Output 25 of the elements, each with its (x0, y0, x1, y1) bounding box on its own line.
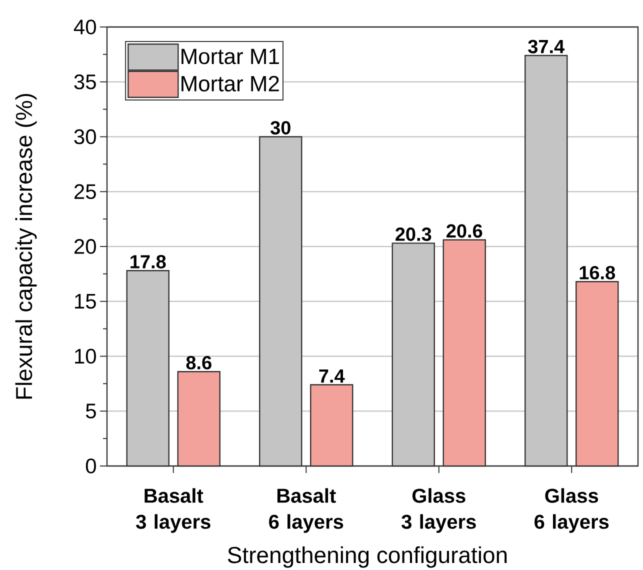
data-label: 20.6 (446, 224, 482, 238)
y-tick-label: 35 (74, 74, 96, 90)
data-label: 7.4 (319, 370, 345, 383)
data-label: 20.3 (396, 228, 432, 242)
y-tick-label: 10 (75, 348, 96, 364)
x-axis-title: Strengthening configuration (228, 546, 507, 568)
y-tick-label: 5 (86, 404, 96, 418)
data-label: 30 (270, 121, 290, 135)
x-tick-label: Basalt 3 layers (136, 488, 210, 533)
data-label: 16.8 (580, 266, 616, 280)
data-label: 37.4 (528, 40, 565, 54)
x-tick-label: Basalt 6 layers (269, 488, 344, 533)
y-tick-label: 0 (86, 458, 96, 474)
legend-label: Mortar M2 (182, 76, 279, 92)
y-tick-label: 25 (74, 184, 96, 200)
y-tick-label: 40 (74, 20, 96, 34)
y-tick-label: 30 (74, 129, 96, 144)
x-tick-label: Glass 6 layers (534, 488, 609, 533)
y-tick-label: 20 (74, 239, 96, 254)
x-tick-label: Glass 3 layers (402, 488, 476, 533)
data-label: 8.6 (186, 356, 212, 370)
data-label: 17.8 (130, 254, 166, 268)
y-tick-label: 15 (75, 294, 96, 309)
legend-label: Mortar M1 (182, 48, 279, 64)
y-axis-title: Flexural capacity increase (%) (15, 94, 37, 399)
